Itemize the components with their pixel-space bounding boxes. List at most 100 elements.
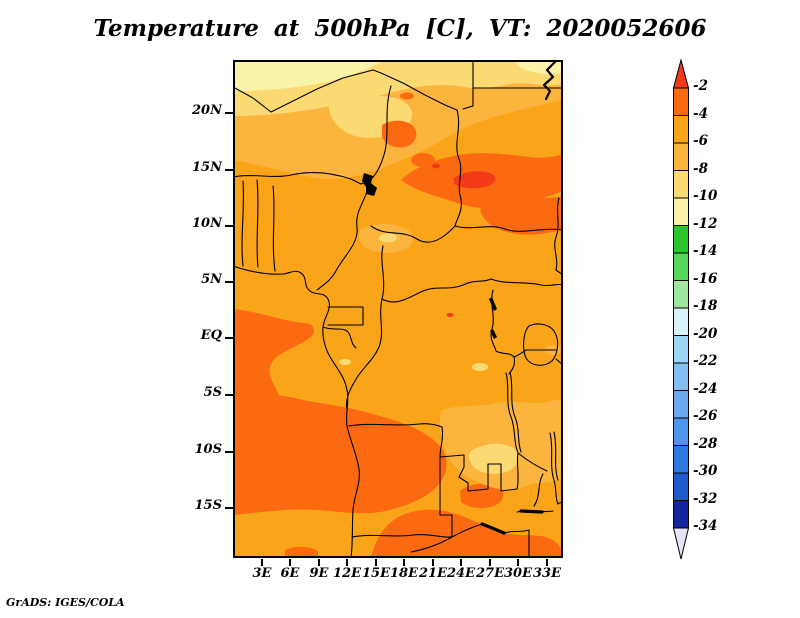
colorbar-arrow-bottom	[672, 527, 690, 560]
shade-gold-speck2	[339, 359, 351, 365]
colorbar-box-8	[673, 280, 689, 309]
colorbar	[672, 59, 690, 560]
zambezi-thick-segment	[519, 509, 544, 514]
nile-river	[542, 60, 557, 101]
lat-label-10n: 10N	[192, 216, 222, 231]
border-libya-sudan-corner	[462, 87, 474, 110]
cbar-label-n4: -4	[693, 106, 708, 122]
cbar-label-n22: -22	[693, 353, 718, 369]
colorbar-box-10	[673, 335, 689, 364]
shade-deep-orange-speck2	[400, 92, 414, 100]
shade-deep-orange-chad-blob	[382, 120, 417, 148]
lon-tick-33e	[546, 559, 548, 566]
border-drc-zambia	[439, 452, 519, 492]
shade-gold-speck1	[472, 363, 488, 371]
lon-label-6e: 6E	[280, 566, 300, 581]
map-frame	[233, 60, 563, 558]
cbar-label-n12: -12	[693, 216, 718, 232]
lat-label-5s: 5S	[203, 385, 222, 400]
border-zambia-malawi	[533, 473, 544, 507]
lake-tanganyika-west	[505, 372, 519, 454]
colorbar-box-9	[673, 307, 689, 336]
shade-gold-car-core	[379, 233, 397, 243]
cbar-label-n32: -32	[693, 491, 718, 507]
border-drc-angola	[348, 423, 443, 428]
colorbar-box-13	[673, 417, 689, 446]
lake-tanganyika-east	[509, 371, 522, 453]
border-niger-nigeria	[233, 171, 370, 185]
border-togo	[241, 180, 245, 267]
lake-chad	[362, 173, 377, 196]
lake-victoria-outline	[523, 323, 559, 366]
lon-label-3e: 3E	[252, 566, 272, 581]
lat-label-20n: 20N	[192, 103, 222, 118]
grads-attribution: GrADS: IGES/COLA	[6, 596, 125, 609]
border-congo-drc	[345, 298, 383, 410]
lon-tick-21e	[432, 559, 434, 566]
shade-deep-orange-speck1	[411, 153, 435, 167]
border-equatorial-guinea-box	[327, 306, 364, 326]
border-niger-chad	[368, 85, 392, 182]
border-gabon-congo	[322, 326, 357, 349]
border-cameroon-car	[381, 245, 385, 300]
border-chad-sudan	[454, 109, 462, 227]
lon-tick-27e	[489, 559, 491, 566]
lat-label-5n: 5N	[201, 272, 222, 287]
border-sahel-northwest	[233, 69, 458, 113]
lake-kivu	[490, 329, 497, 339]
shade-red-speck2	[446, 313, 454, 317]
colorbar-box-14	[673, 445, 689, 474]
lat-label-15n: 15N	[192, 160, 222, 175]
border-zimbabwe-botswana	[410, 536, 453, 553]
shade-deep-orange-atlantic-angola	[233, 394, 447, 515]
colorbar-box-11	[673, 362, 689, 391]
shade-red-core-sudan	[454, 171, 496, 189]
lon-label-15e: 15E	[362, 566, 390, 581]
border-chad-car	[370, 225, 456, 243]
lake-kariba	[480, 522, 506, 535]
shade-deep-orange-guinea-coast	[233, 309, 315, 412]
lat-tick-10s	[225, 451, 233, 453]
colorbar-arrow-top	[672, 59, 690, 89]
colorbar-box-6	[673, 225, 689, 254]
cbar-label-n30: -30	[693, 463, 718, 479]
lon-label-9e: 9E	[309, 566, 329, 581]
shade-deep-orange-bottom-strip	[285, 546, 318, 558]
lat-label-eq: EQ	[200, 328, 222, 343]
lon-tick-3e	[261, 559, 263, 566]
cbar-label-n28: -28	[693, 436, 718, 452]
colorbar-box-12	[673, 390, 689, 419]
cbar-label-n8: -8	[693, 161, 708, 177]
border-car-drc	[381, 278, 492, 303]
lake-malawi-east	[553, 431, 559, 481]
lon-label-27e: 27E	[476, 566, 504, 581]
colorbar-box-7	[673, 252, 689, 281]
cbar-label-n20: -20	[693, 326, 718, 342]
border-rwanda-tanzania	[513, 349, 527, 358]
border-west-coastline	[233, 265, 360, 558]
lat-label-15s: 15S	[194, 498, 222, 513]
border-tanzania-zambia	[517, 452, 548, 472]
colorbar-box-1	[673, 87, 689, 116]
border-car-sudan	[454, 225, 563, 232]
shade-red-speck1	[432, 163, 440, 169]
lon-tick-9e	[318, 559, 320, 566]
colorbar-box-2	[673, 115, 689, 144]
lake-malawi-west	[549, 432, 559, 505]
lon-label-21e: 21E	[419, 566, 447, 581]
colorbar-box-5	[673, 197, 689, 226]
lat-tick-eq	[225, 337, 233, 339]
colorbar-box-3	[673, 142, 689, 171]
border-benin-nigeria	[272, 185, 276, 272]
colorbar-box-15	[673, 472, 689, 501]
cbar-label-n26: -26	[693, 408, 718, 424]
lake-albert	[489, 297, 497, 311]
lon-label-18e: 18E	[390, 566, 418, 581]
lat-tick-15s	[225, 507, 233, 509]
lon-tick-30e	[517, 559, 519, 566]
lat-label-10s: 10S	[194, 442, 222, 457]
shade-pale-yellow-northwest	[233, 60, 385, 91]
lon-tick-6e	[289, 559, 291, 566]
shade-deep-orange-sudan-ext	[480, 197, 563, 235]
border-zambezi-east	[503, 529, 530, 534]
